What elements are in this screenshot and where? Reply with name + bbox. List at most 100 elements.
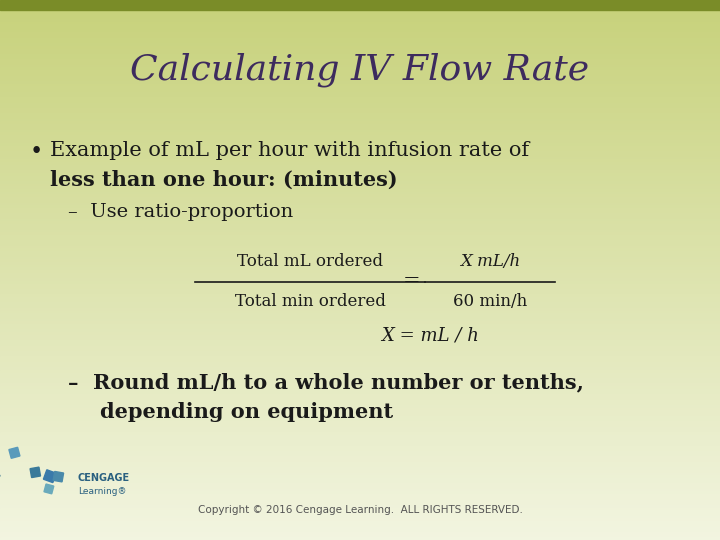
Bar — [0, 516, 720, 518]
Bar — [0, 402, 720, 405]
Bar — [0, 0, 720, 3]
Bar — [0, 24, 720, 27]
Bar — [0, 68, 720, 70]
Bar — [0, 529, 720, 532]
Bar — [0, 89, 720, 92]
Bar — [0, 219, 720, 221]
Bar — [0, 294, 720, 297]
Bar — [0, 49, 720, 51]
Bar — [0, 354, 720, 356]
Bar — [0, 216, 720, 219]
Bar — [0, 470, 720, 472]
Bar — [0, 35, 720, 38]
Bar — [0, 508, 720, 510]
Bar — [0, 170, 720, 173]
Bar — [0, 40, 720, 43]
Bar — [0, 256, 720, 259]
Bar — [0, 251, 720, 254]
Text: X mL/h: X mL/h — [460, 253, 520, 271]
Bar — [0, 230, 720, 232]
Bar — [0, 243, 720, 246]
Bar — [0, 51, 720, 54]
Bar — [0, 11, 720, 14]
Bar — [0, 162, 720, 165]
Bar — [0, 76, 720, 78]
Bar — [0, 397, 720, 400]
Bar — [0, 443, 720, 445]
Text: depending on equipment: depending on equipment — [100, 402, 393, 422]
Bar — [0, 224, 720, 227]
Bar — [0, 65, 720, 68]
Bar — [0, 451, 720, 454]
Bar — [0, 456, 720, 459]
Bar — [0, 421, 720, 424]
Bar — [0, 454, 720, 456]
Bar — [0, 289, 720, 292]
Bar — [0, 105, 720, 108]
Bar — [0, 167, 720, 170]
Bar — [0, 510, 720, 513]
Bar — [0, 213, 720, 216]
Bar — [0, 5, 720, 8]
Bar — [0, 135, 720, 138]
Bar — [0, 227, 720, 229]
Bar — [0, 464, 720, 467]
Bar — [0, 192, 720, 194]
Bar — [0, 122, 720, 124]
Text: •: • — [30, 141, 43, 163]
Bar — [0, 367, 720, 370]
Bar — [0, 459, 720, 462]
Bar — [0, 472, 720, 475]
Bar — [0, 19, 720, 22]
Bar — [0, 132, 720, 135]
Bar — [0, 111, 720, 113]
Bar — [0, 324, 720, 327]
Bar — [0, 273, 720, 275]
Bar — [0, 197, 720, 200]
Bar — [0, 481, 720, 483]
Bar — [0, 22, 720, 24]
Bar — [0, 259, 720, 262]
Bar — [0, 103, 720, 105]
Bar — [0, 329, 720, 332]
Bar — [0, 86, 720, 89]
Bar — [0, 113, 720, 116]
Bar — [0, 94, 720, 97]
Bar — [0, 418, 720, 421]
Bar — [0, 526, 720, 529]
Bar — [0, 140, 720, 143]
Bar — [0, 270, 720, 273]
Bar — [0, 32, 720, 35]
Bar — [0, 356, 720, 359]
Bar — [0, 335, 720, 338]
Bar — [0, 305, 720, 308]
Bar — [0, 359, 720, 362]
Bar — [0, 108, 720, 111]
Bar — [0, 475, 720, 478]
Bar — [0, 59, 720, 62]
Bar — [0, 27, 720, 30]
Bar — [0, 84, 720, 86]
Bar — [0, 389, 720, 392]
Bar — [0, 62, 720, 65]
Bar — [0, 467, 720, 470]
Bar — [0, 240, 720, 243]
Bar — [0, 448, 720, 451]
Bar — [0, 537, 720, 540]
Bar — [0, 313, 720, 316]
Text: Total mL ordered: Total mL ordered — [237, 253, 383, 271]
Bar — [0, 410, 720, 413]
Bar — [0, 278, 720, 281]
Bar — [0, 429, 720, 432]
Bar — [0, 416, 720, 418]
Bar — [0, 362, 720, 364]
Bar — [0, 292, 720, 294]
Text: Learning®: Learning® — [78, 488, 127, 496]
Bar — [0, 483, 720, 486]
Bar — [0, 494, 720, 497]
Bar — [0, 202, 720, 205]
Bar — [0, 57, 720, 59]
Bar — [0, 532, 720, 535]
Bar — [0, 405, 720, 408]
Bar — [0, 173, 720, 176]
